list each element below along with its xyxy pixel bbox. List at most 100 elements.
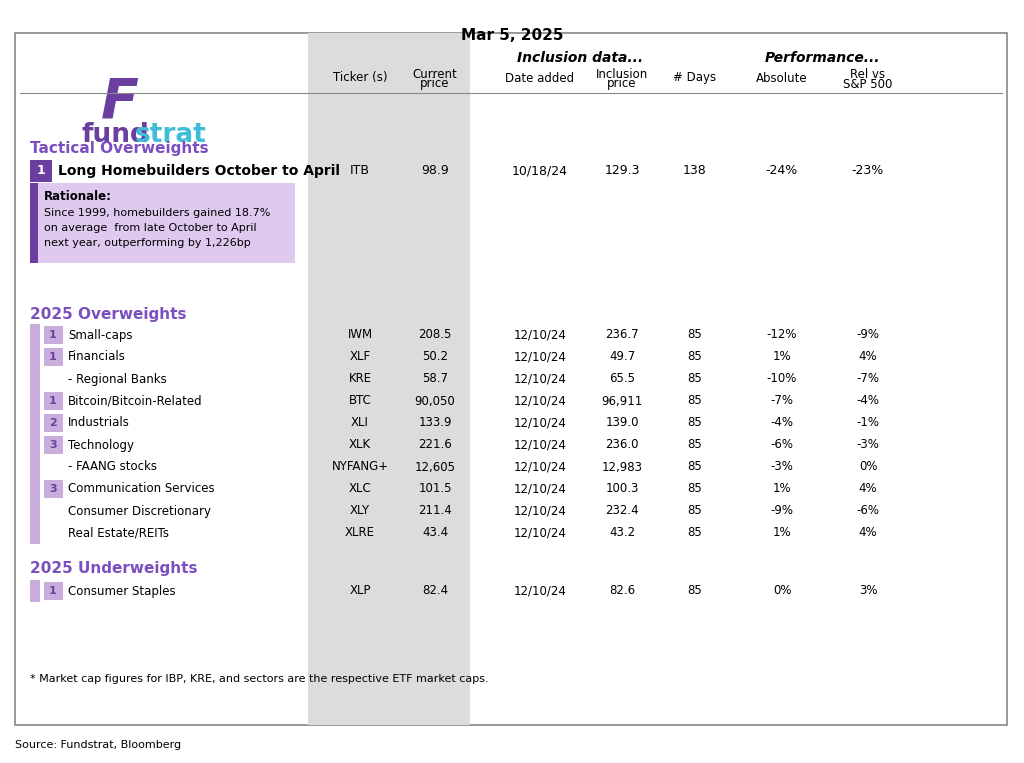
Text: 85: 85 — [688, 439, 702, 452]
Text: Rel vs: Rel vs — [851, 67, 886, 81]
Text: Tactical Overweights: Tactical Overweights — [30, 140, 209, 156]
Text: 82.4: 82.4 — [422, 584, 449, 597]
Text: 12,605: 12,605 — [415, 461, 456, 474]
Text: 12/10/24: 12/10/24 — [514, 372, 566, 385]
Text: 12/10/24: 12/10/24 — [514, 526, 566, 539]
Text: strat: strat — [135, 122, 207, 148]
Text: 208.5: 208.5 — [419, 329, 452, 342]
Text: Communication Services: Communication Services — [68, 482, 215, 495]
Text: 211.4: 211.4 — [418, 504, 452, 517]
Text: Consumer Staples: Consumer Staples — [68, 584, 176, 597]
Text: Industrials: Industrials — [68, 417, 130, 430]
Text: XLK: XLK — [349, 439, 371, 452]
Text: 12/10/24: 12/10/24 — [514, 461, 566, 474]
Text: Real Estate/REITs: Real Estate/REITs — [68, 526, 169, 539]
Text: 12/10/24: 12/10/24 — [514, 394, 566, 407]
Text: 98.9: 98.9 — [421, 165, 449, 178]
Text: 85: 85 — [688, 584, 702, 597]
Text: 85: 85 — [688, 394, 702, 407]
Text: 90,050: 90,050 — [415, 394, 456, 407]
Text: - FAANG stocks: - FAANG stocks — [68, 461, 157, 474]
Text: 96,911: 96,911 — [601, 394, 643, 407]
Text: fund: fund — [82, 122, 150, 148]
Text: 43.2: 43.2 — [609, 526, 635, 539]
Text: 0%: 0% — [859, 461, 878, 474]
Text: 2025 Underweights: 2025 Underweights — [30, 561, 198, 575]
Text: 10/18/24: 10/18/24 — [512, 165, 568, 178]
Text: Since 1999, homebuilders gained 18.7%: Since 1999, homebuilders gained 18.7% — [44, 208, 270, 218]
FancyBboxPatch shape — [44, 348, 63, 366]
Text: Long Homebuilders October to April: Long Homebuilders October to April — [58, 164, 340, 178]
Text: -4%: -4% — [770, 417, 794, 430]
Text: -1%: -1% — [856, 417, 880, 430]
Text: 43.4: 43.4 — [422, 526, 449, 539]
Text: IWM: IWM — [347, 329, 373, 342]
FancyBboxPatch shape — [44, 480, 63, 498]
Text: 12/10/24: 12/10/24 — [514, 329, 566, 342]
Text: 133.9: 133.9 — [418, 417, 452, 430]
Text: Rationale:: Rationale: — [44, 191, 112, 204]
Text: 1: 1 — [49, 586, 57, 596]
Text: 1%: 1% — [773, 482, 792, 495]
Text: 12/10/24: 12/10/24 — [514, 417, 566, 430]
Text: XLI: XLI — [351, 417, 369, 430]
Text: 49.7: 49.7 — [609, 350, 635, 363]
Text: 82.6: 82.6 — [609, 584, 635, 597]
Text: Consumer Discretionary: Consumer Discretionary — [68, 504, 211, 517]
Text: Mar 5, 2025: Mar 5, 2025 — [461, 28, 563, 43]
FancyBboxPatch shape — [44, 582, 63, 600]
Text: -23%: -23% — [852, 165, 884, 178]
Text: Performance...: Performance... — [764, 51, 880, 65]
Text: 232.4: 232.4 — [605, 504, 639, 517]
Text: 85: 85 — [688, 482, 702, 495]
Text: -4%: -4% — [856, 394, 880, 407]
Text: 85: 85 — [688, 526, 702, 539]
Text: 0%: 0% — [773, 584, 792, 597]
Text: 221.6: 221.6 — [418, 439, 452, 452]
FancyBboxPatch shape — [44, 392, 63, 410]
Text: 85: 85 — [688, 461, 702, 474]
Text: 1%: 1% — [773, 526, 792, 539]
Text: 2025 Overweights: 2025 Overweights — [30, 307, 186, 323]
Text: -7%: -7% — [770, 394, 794, 407]
Text: -6%: -6% — [856, 504, 880, 517]
Text: Small-caps: Small-caps — [68, 329, 132, 342]
Text: 12/10/24: 12/10/24 — [514, 504, 566, 517]
Text: 85: 85 — [688, 372, 702, 385]
Text: 236.0: 236.0 — [605, 439, 639, 452]
Text: Inclusion data...: Inclusion data... — [517, 51, 643, 65]
Text: -12%: -12% — [767, 329, 798, 342]
FancyBboxPatch shape — [44, 326, 63, 344]
Text: NYFANG+: NYFANG+ — [332, 461, 388, 474]
Text: Source: Fundstrat, Bloomberg: Source: Fundstrat, Bloomberg — [15, 740, 181, 750]
FancyBboxPatch shape — [30, 183, 38, 263]
Text: -9%: -9% — [770, 504, 794, 517]
Text: 1: 1 — [49, 352, 57, 362]
Text: 4%: 4% — [859, 526, 878, 539]
FancyBboxPatch shape — [44, 436, 63, 454]
Text: next year, outperforming by 1,226bp: next year, outperforming by 1,226bp — [44, 238, 251, 248]
Text: - Regional Banks: - Regional Banks — [68, 372, 167, 385]
Text: 1: 1 — [37, 165, 45, 178]
Text: # Days: # Days — [674, 72, 717, 85]
Text: 1: 1 — [49, 396, 57, 406]
Text: 12,983: 12,983 — [601, 461, 642, 474]
Text: 1: 1 — [49, 330, 57, 340]
FancyBboxPatch shape — [30, 324, 40, 544]
Text: 3: 3 — [49, 440, 56, 450]
Text: -6%: -6% — [770, 439, 794, 452]
Text: 12/10/24: 12/10/24 — [514, 482, 566, 495]
Text: Date added: Date added — [506, 72, 574, 85]
Text: 3%: 3% — [859, 584, 878, 597]
FancyBboxPatch shape — [30, 580, 40, 602]
Text: Inclusion: Inclusion — [596, 67, 648, 81]
Text: XLP: XLP — [349, 584, 371, 597]
Text: S&P 500: S&P 500 — [844, 78, 893, 91]
Text: 1%: 1% — [773, 350, 792, 363]
Text: price: price — [420, 78, 450, 91]
Text: ITB: ITB — [350, 165, 370, 178]
Text: Financials: Financials — [68, 350, 126, 363]
Text: 4%: 4% — [859, 350, 878, 363]
Text: 101.5: 101.5 — [418, 482, 452, 495]
Text: 138: 138 — [683, 165, 707, 178]
